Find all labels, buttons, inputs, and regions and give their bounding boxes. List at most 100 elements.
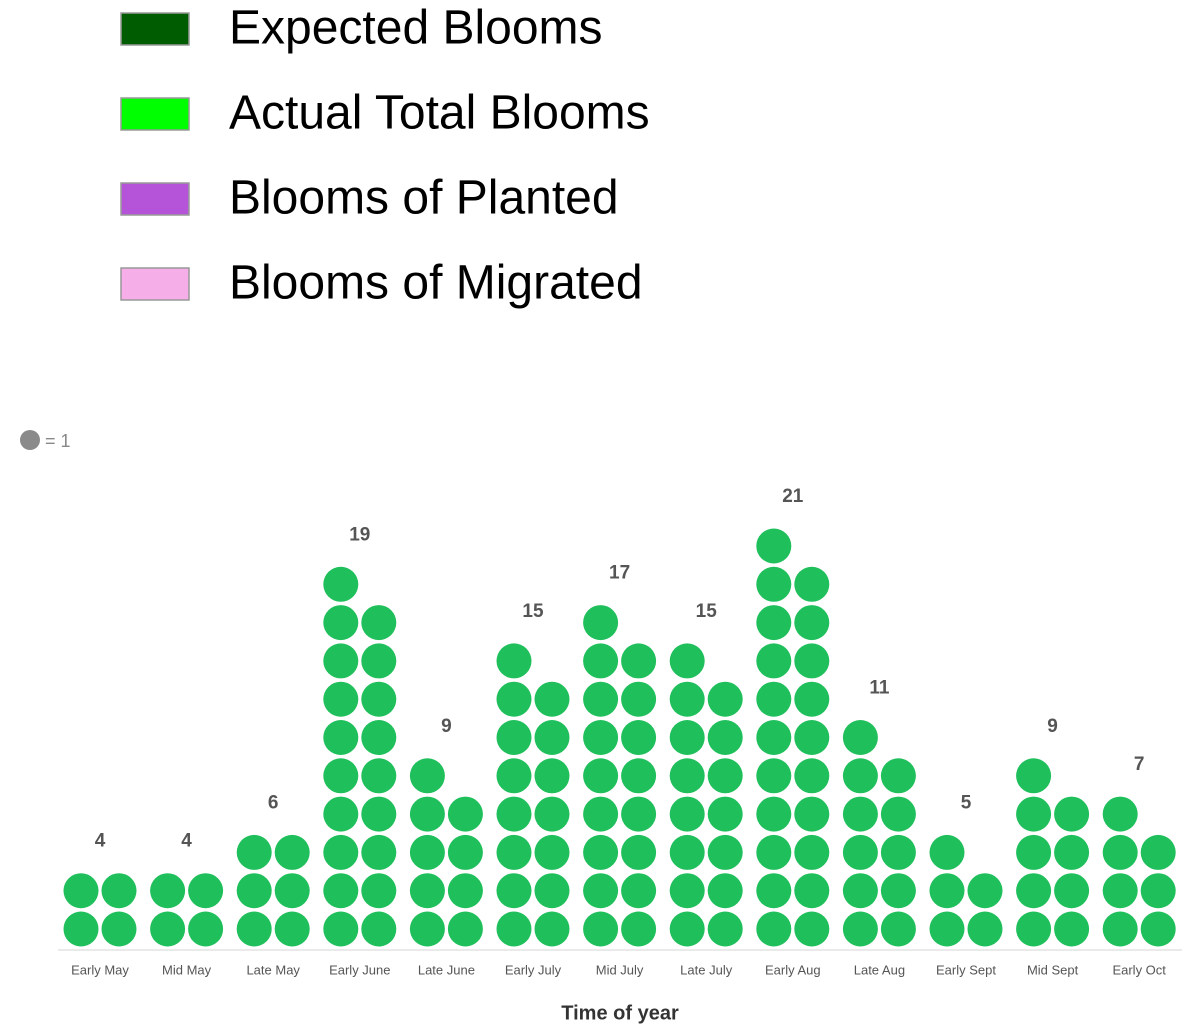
dot bbox=[794, 605, 830, 641]
dot bbox=[756, 605, 792, 641]
legend-swatch bbox=[120, 12, 190, 46]
dot bbox=[794, 566, 830, 602]
dot bbox=[496, 911, 532, 947]
dot bbox=[669, 796, 705, 832]
dot bbox=[323, 834, 359, 870]
dot bbox=[361, 796, 397, 832]
x-axis-title: Time of year bbox=[561, 1002, 679, 1024]
dot bbox=[583, 643, 619, 679]
dot bbox=[534, 873, 570, 909]
dot bbox=[1140, 873, 1176, 909]
dot bbox=[621, 643, 657, 679]
value-label: 17 bbox=[609, 563, 630, 584]
dot bbox=[794, 643, 830, 679]
dot bbox=[1016, 911, 1052, 947]
legend-label: Expected Blooms bbox=[229, 2, 603, 55]
dot bbox=[274, 834, 310, 870]
dot bbox=[621, 834, 657, 870]
dot bbox=[794, 758, 830, 794]
dot bbox=[669, 643, 705, 679]
dot bbox=[274, 911, 310, 947]
x-tick-label: Mid Sept bbox=[1027, 962, 1079, 977]
dot bbox=[101, 911, 137, 947]
dot bbox=[1140, 834, 1176, 870]
dot bbox=[707, 873, 743, 909]
dot bbox=[323, 873, 359, 909]
dot bbox=[236, 834, 272, 870]
dot bbox=[880, 758, 916, 794]
dot bbox=[534, 758, 570, 794]
dot bbox=[929, 911, 965, 947]
dot bbox=[236, 911, 272, 947]
dot bbox=[1016, 758, 1052, 794]
dot bbox=[361, 758, 397, 794]
dot bbox=[756, 720, 792, 755]
dot bbox=[496, 873, 532, 909]
dot bbox=[756, 566, 792, 602]
x-tick-label: Early June bbox=[329, 962, 390, 977]
dot bbox=[1102, 911, 1138, 947]
dot bbox=[496, 681, 532, 717]
dot bbox=[323, 796, 359, 832]
value-label: 15 bbox=[696, 601, 718, 622]
dot bbox=[1016, 796, 1052, 832]
dot bbox=[669, 758, 705, 794]
dot bbox=[583, 834, 619, 870]
dot bbox=[842, 758, 878, 794]
value-label: 7 bbox=[1134, 754, 1145, 775]
dot bbox=[669, 834, 705, 870]
legend-swatch bbox=[120, 97, 190, 131]
dot bbox=[496, 643, 532, 679]
dot bbox=[583, 681, 619, 717]
dot bbox=[1140, 911, 1176, 947]
dot bbox=[929, 873, 965, 909]
dot bbox=[447, 873, 483, 909]
value-label: 6 bbox=[268, 792, 279, 813]
dot bbox=[756, 643, 792, 679]
dot bbox=[967, 911, 1003, 947]
dot bbox=[409, 911, 445, 947]
unit-dot bbox=[20, 430, 40, 450]
dot bbox=[1102, 834, 1138, 870]
dot bbox=[361, 911, 397, 947]
value-label: 4 bbox=[181, 831, 192, 852]
value-label: 9 bbox=[441, 716, 452, 737]
dot bbox=[1054, 873, 1090, 909]
dot bbox=[496, 834, 532, 870]
dot bbox=[756, 681, 792, 717]
dot bbox=[880, 834, 916, 870]
dot bbox=[1054, 796, 1090, 832]
legend-swatch bbox=[120, 182, 190, 216]
unit-label: = 1 bbox=[45, 431, 71, 451]
value-label: 15 bbox=[522, 601, 544, 622]
legend-label: Actual Total Blooms bbox=[229, 87, 650, 140]
legend-label: Blooms of Migrated bbox=[229, 257, 643, 310]
dot bbox=[621, 873, 657, 909]
value-label: 5 bbox=[961, 792, 972, 813]
dot bbox=[409, 873, 445, 909]
dot bbox=[496, 796, 532, 832]
dot bbox=[621, 796, 657, 832]
dot bbox=[756, 528, 792, 564]
dot bbox=[323, 720, 359, 755]
dot bbox=[534, 720, 570, 755]
dot bbox=[188, 911, 224, 947]
x-tick-label: Mid July bbox=[596, 962, 644, 977]
dot bbox=[188, 873, 224, 909]
dot bbox=[101, 873, 137, 909]
dot bbox=[842, 720, 878, 755]
dot bbox=[621, 911, 657, 947]
dot bbox=[1016, 873, 1052, 909]
dot bbox=[583, 873, 619, 909]
x-tick-label: Early Sept bbox=[936, 962, 996, 977]
dot bbox=[496, 720, 532, 755]
x-tick-label: Early Oct bbox=[1112, 962, 1166, 977]
dot bbox=[583, 720, 619, 755]
dot bbox=[929, 834, 965, 870]
legend-label: Blooms of Planted bbox=[229, 172, 619, 225]
dot bbox=[583, 605, 619, 641]
dot bbox=[1054, 834, 1090, 870]
dot bbox=[361, 681, 397, 717]
dot bbox=[1102, 796, 1138, 832]
dot bbox=[447, 911, 483, 947]
